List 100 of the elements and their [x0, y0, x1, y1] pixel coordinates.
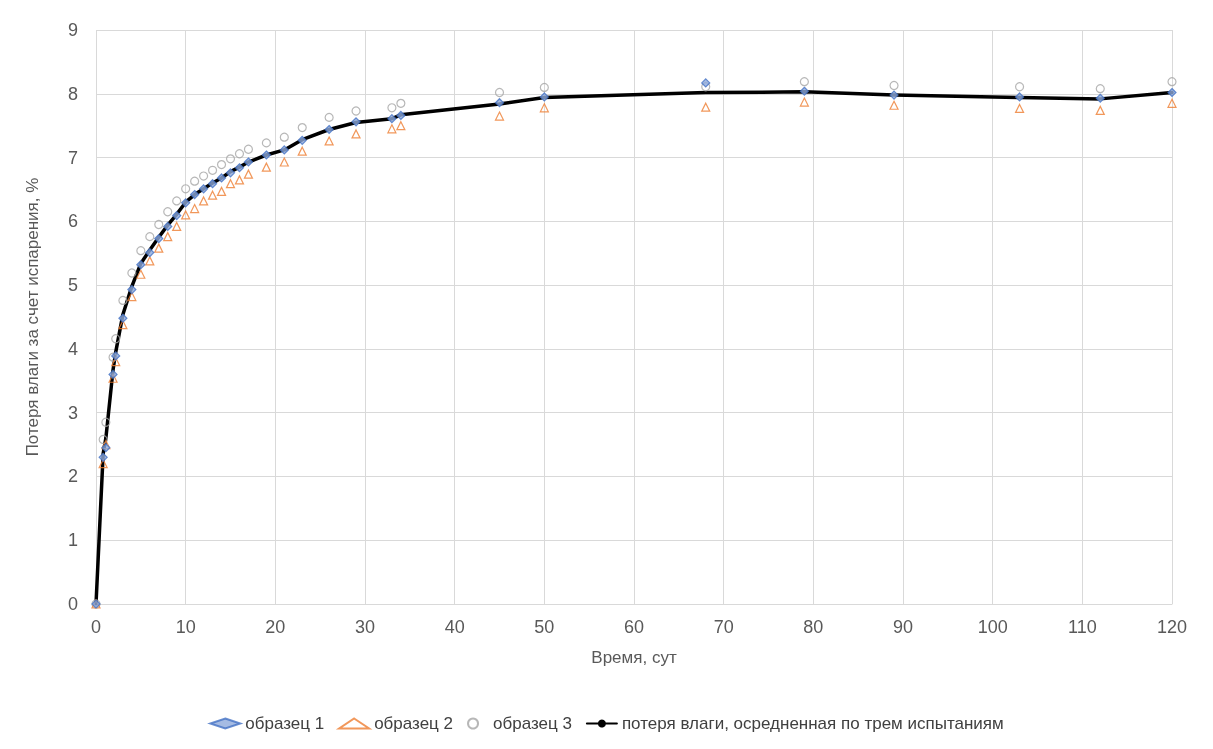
- legend-label: потеря влаги, осредненная по трем испытаниям: [621, 714, 1004, 733]
- y-tick-label: 0: [67, 594, 78, 614]
- point: [225, 168, 236, 178]
- point: [145, 247, 155, 258]
- point: [101, 417, 111, 427]
- point: [234, 149, 245, 159]
- point: [539, 92, 549, 102]
- point: [181, 198, 191, 208]
- point: [396, 110, 406, 121]
- point: [261, 162, 271, 172]
- point: [190, 203, 200, 214]
- x-tick-label: 120: [1156, 617, 1188, 637]
- y-tick-label: 2: [67, 466, 78, 487]
- point: [351, 117, 361, 127]
- y-tick-label: 5: [67, 275, 78, 296]
- point: [136, 246, 146, 256]
- point: [351, 106, 361, 116]
- x-tick-label: 30: [354, 617, 376, 637]
- y-tick-label: 4: [67, 338, 78, 359]
- point: [494, 87, 505, 98]
- x-tick-label: 50: [534, 617, 555, 637]
- y-tick-label: 8: [67, 83, 78, 104]
- point: [207, 165, 218, 175]
- x-axis-title: Время, сут: [591, 648, 677, 667]
- point: [145, 232, 155, 242]
- point: [243, 169, 254, 179]
- point: [98, 434, 108, 445]
- point: [494, 111, 505, 121]
- x-tick-label: 10: [175, 617, 196, 637]
- y-tick-label: 9: [67, 20, 78, 40]
- point: [387, 114, 397, 124]
- point: [216, 173, 227, 183]
- point: [387, 103, 397, 113]
- legend-label: образец 3: [493, 714, 572, 733]
- x-tick-label: 40: [444, 617, 465, 637]
- point: [701, 102, 711, 112]
- point: [234, 175, 245, 185]
- point: [297, 146, 307, 156]
- point: [889, 80, 899, 91]
- point: [889, 100, 899, 110]
- point: [111, 357, 121, 367]
- point: [216, 159, 227, 170]
- point: [1095, 84, 1105, 94]
- point: [261, 150, 271, 160]
- point: [494, 98, 505, 108]
- point: [136, 269, 146, 279]
- x-tick-label: 70: [713, 617, 734, 637]
- point: [396, 121, 406, 131]
- point: [136, 260, 146, 270]
- point: [98, 459, 108, 469]
- point: [154, 233, 164, 244]
- point: [118, 320, 128, 330]
- point: [799, 97, 809, 107]
- point: [1167, 77, 1177, 87]
- point: [190, 176, 200, 186]
- point: [396, 98, 406, 108]
- point: [324, 124, 334, 135]
- x-tick-label: 80: [803, 617, 824, 637]
- y-tick-label: 1: [67, 530, 78, 551]
- point: [539, 82, 549, 92]
- point: [297, 135, 307, 145]
- x-tick-label: 0: [90, 617, 102, 637]
- point: [199, 184, 209, 194]
- y-tick-label: 7: [67, 147, 78, 168]
- y-axis-title: Потеря влаги за счет испарения, %: [23, 177, 42, 457]
- point: [207, 190, 218, 200]
- point: [387, 124, 397, 134]
- point: [118, 295, 128, 306]
- y-tick-label: 3: [67, 402, 78, 423]
- point: [207, 179, 218, 189]
- y-tick-label: 6: [67, 211, 78, 232]
- point: [154, 219, 164, 230]
- point: [1167, 98, 1177, 108]
- x-tick-label: 100: [977, 617, 1008, 637]
- x-tick-label: 90: [892, 617, 914, 637]
- point: [1167, 87, 1177, 98]
- point: [172, 196, 182, 206]
- point: [108, 369, 118, 379]
- point: [98, 452, 108, 462]
- x-tick-label: 110: [1067, 617, 1097, 637]
- point: [1095, 105, 1105, 115]
- point: [101, 443, 111, 453]
- point: [225, 154, 236, 164]
- point: [199, 171, 209, 181]
- x-tick-label: 20: [265, 617, 286, 637]
- point: [1014, 82, 1025, 92]
- point: [127, 291, 137, 302]
- point: [163, 232, 173, 242]
- point: [199, 196, 209, 206]
- point: [172, 210, 182, 221]
- point: [234, 163, 245, 173]
- legend-label: образец 1: [245, 714, 325, 733]
- point: [297, 122, 307, 133]
- point: [190, 189, 200, 200]
- point: [279, 132, 289, 142]
- point: [539, 103, 549, 113]
- point: [324, 136, 334, 146]
- point: [127, 268, 137, 278]
- point: [261, 138, 271, 148]
- legend-label: образец 2: [374, 714, 454, 733]
